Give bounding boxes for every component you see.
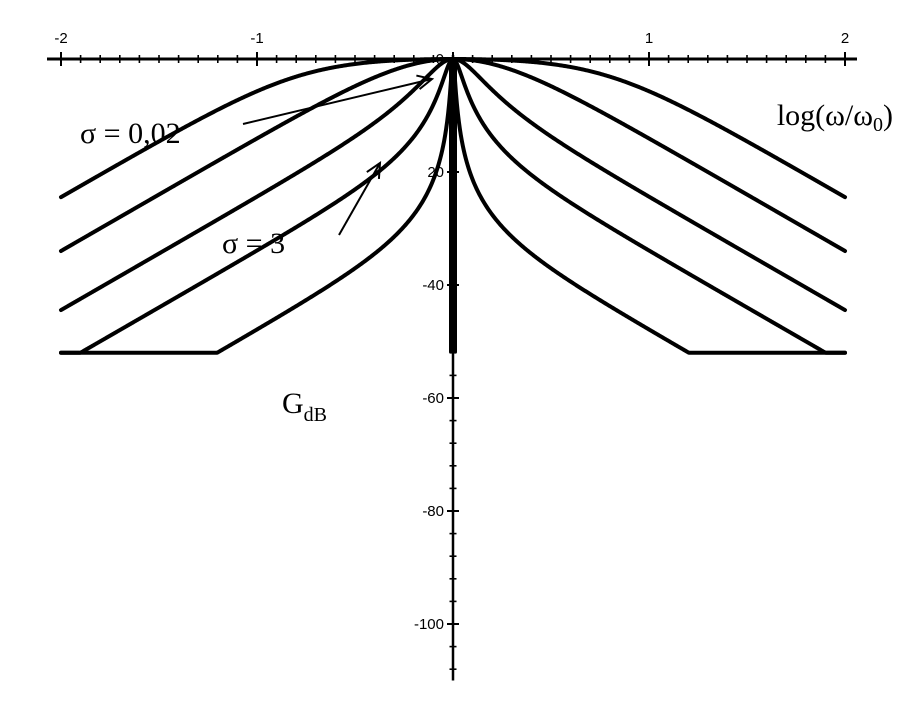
y-tick-label: -80: [422, 503, 444, 520]
x-tick-label: 2: [841, 30, 849, 47]
y-tick-label: -100: [414, 616, 444, 633]
gain-curve-sigma-3-left: [59, 57, 455, 200]
axes-layer: [47, 52, 857, 681]
arrow-sigma-3: [338, 161, 382, 236]
gain-curve-sigma-0_3-right: [451, 57, 847, 313]
arrow-sigma-0-02-head: [416, 74, 435, 90]
gain-curve-sigma-0_3-left: [59, 57, 455, 313]
annotation-sigma-3: σ = 3: [222, 227, 285, 260]
y-tick-label: -40: [422, 277, 444, 294]
arrow-sigma-0-02-shaft: [242, 78, 433, 125]
gain-curve-sigma-0_02-left: [59, 57, 455, 355]
gain-curve-sigma-3-right: [451, 57, 847, 200]
y-axis-label-text: G: [282, 387, 304, 420]
y-tick-label: -60: [422, 390, 444, 407]
gain-curve-sigma-0_1-right: [451, 57, 847, 355]
gain-curve-sigma-0_1-left: [59, 57, 455, 355]
gain-curve-sigma-0_02-right: [451, 57, 847, 355]
x-axis-label-text: log(ω/ω: [777, 99, 873, 132]
y-tick-label: 20: [427, 164, 444, 181]
arrow-sigma-0-02: [242, 74, 435, 125]
x-axis-label-subscript: 0: [873, 114, 883, 136]
x-axis-label-suffix: ): [883, 99, 893, 132]
y-axis-label: GdB: [282, 387, 327, 426]
y-axis-label-subscript: dB: [304, 404, 327, 426]
arrow-sigma-3-shaft: [338, 162, 381, 236]
annotation-sigma-0-02: σ = 0,02: [80, 117, 181, 150]
arrow-sigma-3-head: [366, 161, 382, 180]
gain-curve-sigma-1-left: [59, 57, 455, 253]
y-tick-label: 0: [436, 51, 444, 68]
gain-curve-sigma-1-right: [451, 57, 847, 253]
x-tick-label: 1: [645, 30, 653, 47]
x-axis-label: log(ω/ω0): [777, 99, 893, 136]
x-tick-label: -2: [54, 30, 67, 47]
x-tick-label: -1: [250, 30, 263, 47]
